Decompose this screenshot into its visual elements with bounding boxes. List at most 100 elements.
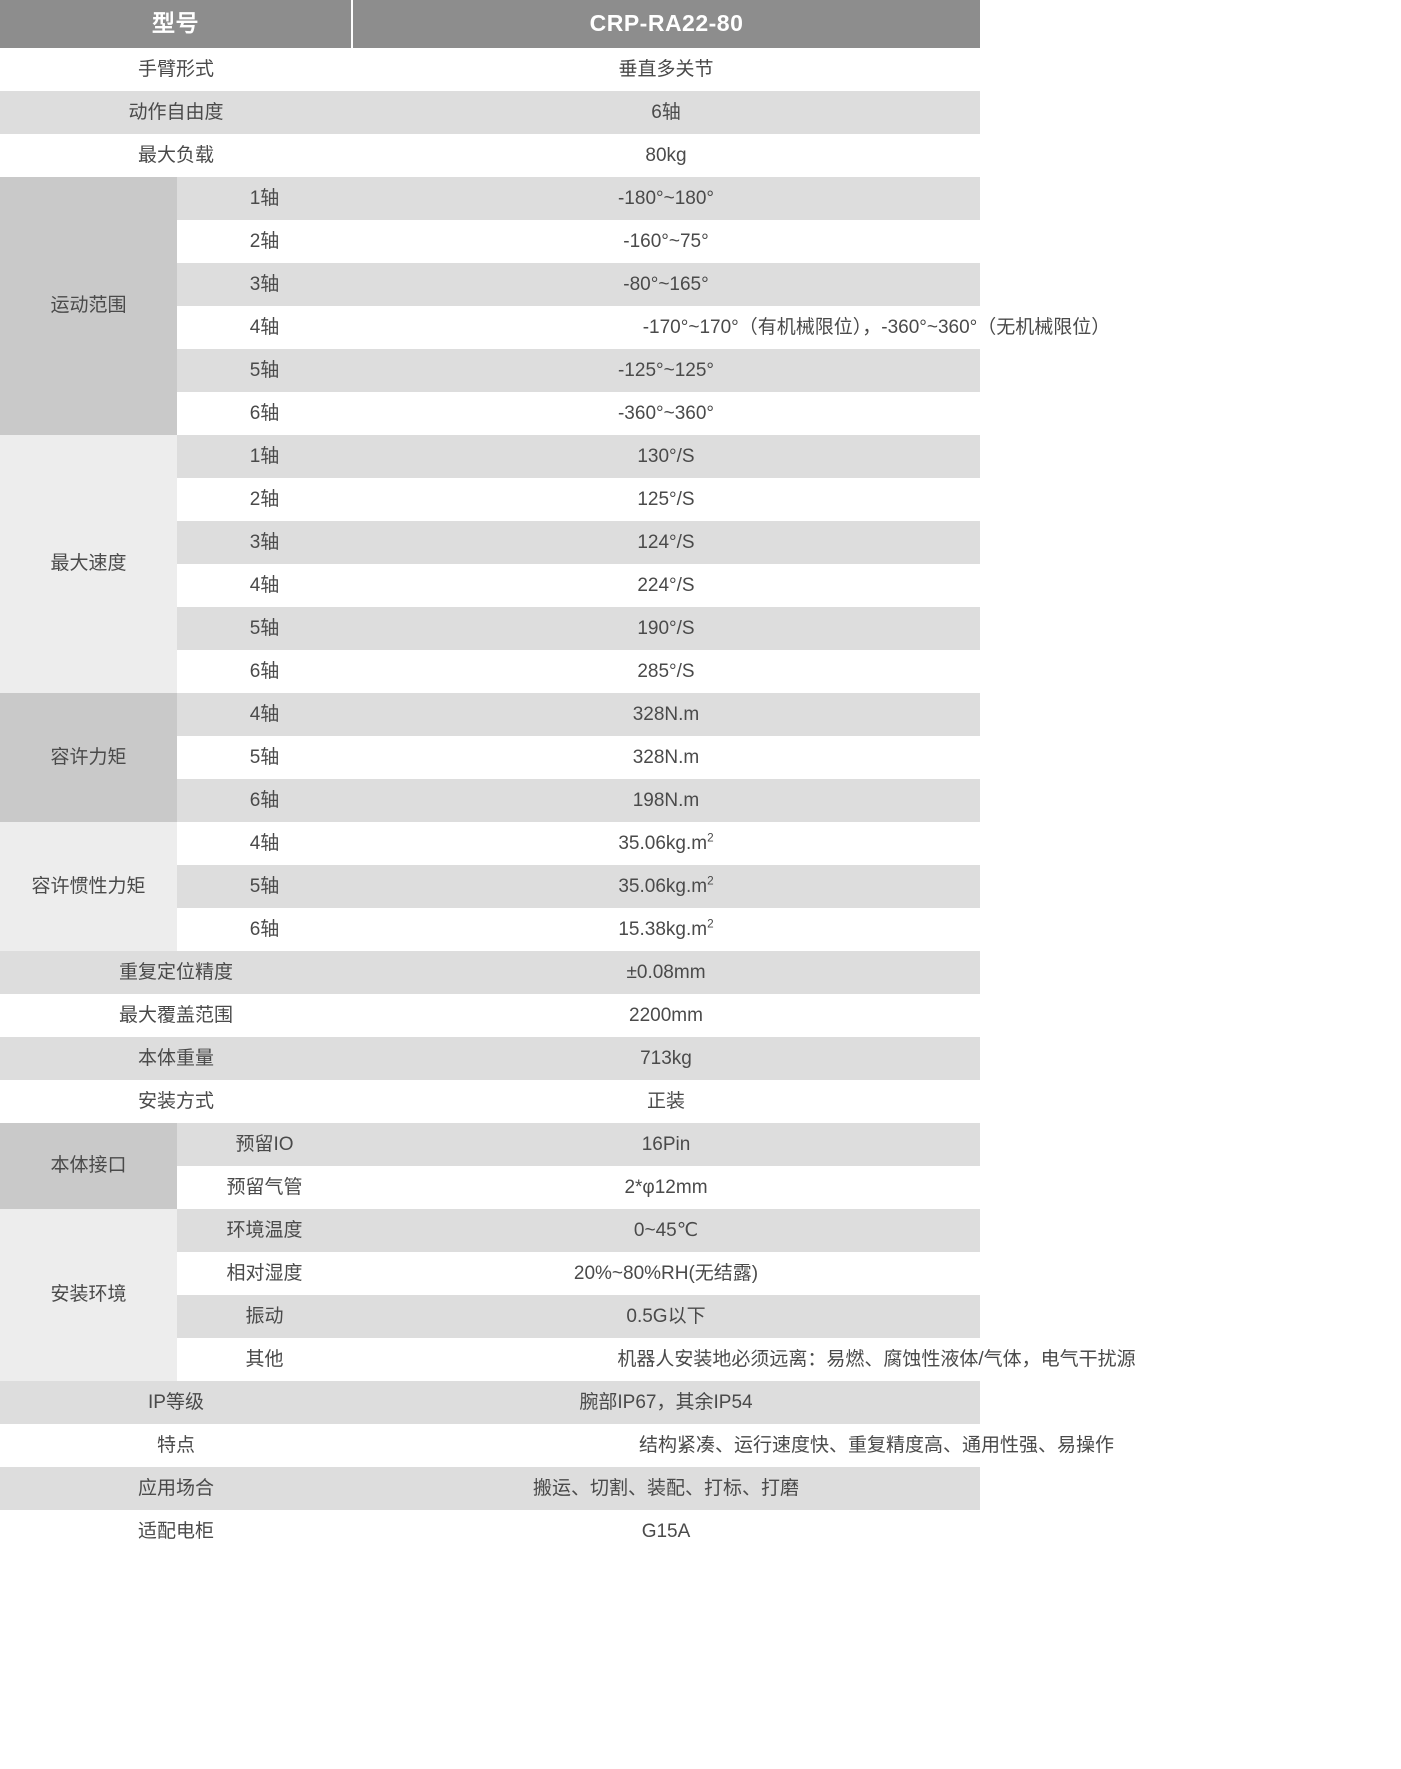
group-label-install-env: 安装环境 — [0, 1209, 177, 1381]
sub-value-axis: 125°/S — [352, 478, 980, 521]
row-value-applications: 搬运、切割、装配、打标、打磨 — [352, 1467, 980, 1510]
sub-label-env: 相对湿度 — [177, 1252, 352, 1295]
table-row-max-speed-5: 5轴 190°/S — [0, 607, 1401, 650]
table-row-allowable-inertia-3: 6轴 15.38kg.m2 — [0, 908, 1401, 951]
row-label-arm-type: 手臂形式 — [0, 48, 352, 91]
table-row-body-interface-2: 预留气管 2*φ12mm — [0, 1166, 1401, 1209]
table-row-arm-type: 手臂形式 垂直多关节 — [0, 48, 1401, 91]
row-value-max-payload: 80kg — [352, 134, 980, 177]
robot-specification-table: 型号 CRP-RA22-80 手臂形式 垂直多关节 动作自由度 6轴 最大负载 … — [0, 0, 1401, 1553]
row-pad — [980, 1166, 1401, 1209]
row-pad — [980, 1080, 1401, 1123]
sub-value-axis: -360°~360° — [352, 392, 980, 435]
sub-value-env: 机器人安装地必须远离：易燃、腐蚀性液体/气体，电气干扰源 — [352, 1338, 1401, 1381]
sub-label-axis: 3轴 — [177, 263, 352, 306]
sub-label-axis: 2轴 — [177, 478, 352, 521]
row-label-mounting: 安装方式 — [0, 1080, 352, 1123]
table-row-repeatability: 重复定位精度 ±0.08mm — [0, 951, 1401, 994]
sub-label-axis: 4轴 — [177, 306, 352, 349]
sub-label-axis: 5轴 — [177, 607, 352, 650]
table-row-motion-range-4: 4轴 -170°~170°（有机械限位），-360°~360°（无机械限位） — [0, 306, 1401, 349]
sub-label-env: 振动 — [177, 1295, 352, 1338]
sub-value-interface: 16Pin — [352, 1123, 980, 1166]
table-row-max-speed-1: 最大速度 1轴 130°/S — [0, 435, 1401, 693]
row-pad — [980, 263, 1401, 306]
table-row-max-speed-3: 3轴 124°/S — [0, 521, 1401, 564]
group-label-body-interface: 本体接口 — [0, 1123, 177, 1209]
inertia-value-exponent: 2 — [707, 874, 714, 888]
row-label-ip-rating: IP等级 — [0, 1381, 352, 1424]
table-row-max-speed-4: 4轴 224°/S — [0, 564, 1401, 607]
row-pad — [980, 1252, 1401, 1295]
sub-label-axis: 4轴 — [177, 822, 352, 865]
table-row-dof: 动作自由度 6轴 — [0, 91, 1401, 134]
inertia-value-base: 35.06kg.m — [618, 832, 708, 854]
sub-value-axis: 35.06kg.m2 — [352, 865, 980, 908]
table-row-install-env-3: 振动 0.5G以下 — [0, 1295, 1401, 1338]
sub-value-axis: 328N.m — [352, 736, 980, 779]
sub-value-axis: -80°~165° — [352, 263, 980, 306]
sub-label-axis: 4轴 — [177, 693, 352, 736]
row-pad — [980, 349, 1401, 392]
row-pad — [980, 693, 1401, 736]
table-row-motion-range-2: 2轴 -160°~75° — [0, 220, 1401, 263]
row-label-cabinet: 适配电柜 — [0, 1510, 352, 1553]
group-label-allowable-inertia: 容许惯性力矩 — [0, 822, 177, 951]
inertia-value-exponent: 2 — [707, 917, 714, 931]
sub-value-axis: 198N.m — [352, 779, 980, 822]
row-value-features: 结构紧凑、运行速度快、重复精度高、通用性强、易操作 — [352, 1424, 1401, 1467]
row-pad — [980, 564, 1401, 607]
row-pad — [980, 478, 1401, 521]
row-pad — [980, 951, 1401, 994]
table-header-row: 型号 CRP-RA22-80 — [0, 0, 1401, 48]
row-label-dof: 动作自由度 — [0, 91, 352, 134]
table-row-motion-range-5: 5轴 -125°~125° — [0, 349, 1401, 392]
table-row-motion-range-3: 3轴 -80°~165° — [0, 263, 1401, 306]
table-row-install-env-4: 其他 机器人安装地必须远离：易燃、腐蚀性液体/气体，电气干扰源 — [0, 1338, 1401, 1381]
table-row-motion-range-6: 6轴 -360°~360° — [0, 392, 1401, 435]
header-model-label: 型号 — [0, 0, 353, 48]
row-label-features: 特点 — [0, 1424, 352, 1467]
sub-label-axis: 6轴 — [177, 392, 352, 435]
sub-value-axis: 35.06kg.m2 — [352, 822, 980, 865]
sub-value-axis: -125°~125° — [352, 349, 980, 392]
row-pad — [980, 1037, 1401, 1080]
sub-label-env: 环境温度 — [177, 1209, 352, 1252]
table-row-max-speed-6: 6轴 285°/S — [0, 650, 1401, 693]
inertia-value-base: 35.06kg.m — [618, 875, 708, 897]
row-pad — [980, 650, 1401, 693]
row-pad — [980, 220, 1401, 263]
row-pad — [980, 91, 1401, 134]
sub-value-axis: 15.38kg.m2 — [352, 908, 980, 951]
sub-value-axis: 224°/S — [352, 564, 980, 607]
row-pad — [980, 822, 1401, 865]
row-pad — [980, 1467, 1401, 1510]
table-row-body-interface-1: 本体接口 预留IO 16Pin — [0, 1123, 1401, 1209]
header-model-value: CRP-RA22-80 — [352, 0, 980, 48]
group-label-max-speed: 最大速度 — [0, 435, 177, 693]
sub-label-axis: 5轴 — [177, 349, 352, 392]
sub-value-env: 0.5G以下 — [352, 1295, 980, 1338]
row-label-max-reach: 最大覆盖范围 — [0, 994, 352, 1037]
group-label-motion-range: 运动范围 — [0, 177, 177, 435]
row-value-repeatability: ±0.08mm — [352, 951, 980, 994]
row-value-cabinet: G15A — [352, 1510, 980, 1553]
row-pad — [980, 865, 1401, 908]
table-row-allowable-torque-3: 6轴 198N.m — [0, 779, 1401, 822]
row-pad — [980, 392, 1401, 435]
table-row-mounting: 安装方式 正装 — [0, 1080, 1401, 1123]
sub-value-axis: -170°~170°（有机械限位），-360°~360°（无机械限位） — [352, 306, 1401, 349]
row-pad — [980, 1295, 1401, 1338]
sub-value-axis: 285°/S — [352, 650, 980, 693]
table-row-ip-rating: IP等级 腕部IP67，其余IP54 — [0, 1381, 1401, 1424]
sub-value-axis: 124°/S — [352, 521, 980, 564]
sub-value-env: 0~45℃ — [352, 1209, 980, 1252]
sub-value-axis: 190°/S — [352, 607, 980, 650]
row-pad — [980, 994, 1401, 1037]
table-row-max-payload: 最大负载 80kg — [0, 134, 1401, 177]
row-pad — [980, 908, 1401, 951]
sub-value-axis: 328N.m — [352, 693, 980, 736]
sub-label-env: 其他 — [177, 1338, 352, 1381]
row-pad — [980, 435, 1401, 478]
table-row-install-env-1: 安装环境 环境温度 0~45℃ — [0, 1209, 1401, 1381]
